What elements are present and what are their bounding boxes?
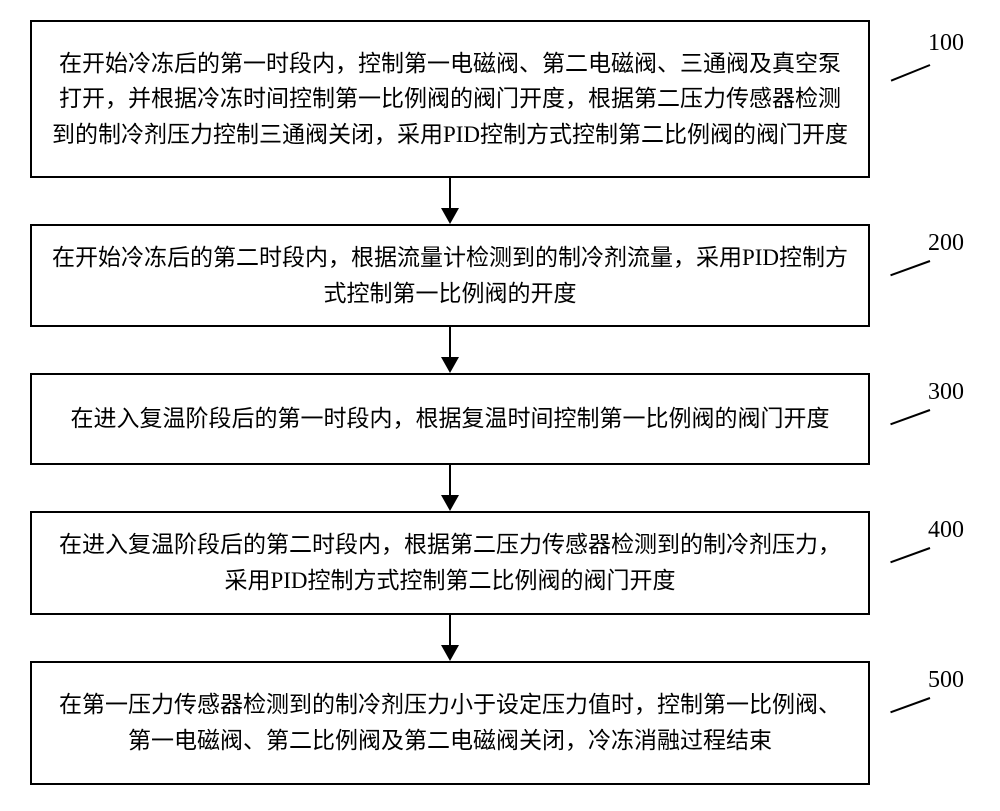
flow-arrow <box>30 178 870 224</box>
flow-node-text: 在进入复温阶段后的第一时段内，根据复温时间控制第一比例阀的阀门开度 <box>71 401 830 437</box>
arrow-icon <box>441 327 459 373</box>
flow-node-text: 在开始冷冻后的第二时段内，根据流量计检测到的制冷剂流量，采用PID控制方式控制第… <box>50 240 850 311</box>
arrow-icon <box>441 615 459 661</box>
flow-arrow <box>30 465 870 511</box>
flow-node-text: 在第一压力传感器检测到的制冷剂压力小于设定压力值时，控制第一比例阀、第一电磁阀、… <box>50 687 850 758</box>
flow-node-label-100: 100 <box>928 30 964 57</box>
flow-node-text: 在进入复温阶段后的第二时段内，根据第二压力传感器检测到的制冷剂压力，采用PID控… <box>50 527 850 598</box>
flow-node-400: 在进入复温阶段后的第二时段内，根据第二压力传感器检测到的制冷剂压力，采用PID控… <box>30 511 870 614</box>
flow-arrow <box>30 615 870 661</box>
label-connector-line <box>890 409 930 425</box>
flow-node-row: 在开始冷冻后的第二时段内，根据流量计检测到的制冷剂流量，采用PID控制方式控制第… <box>30 224 970 327</box>
flow-arrow <box>30 327 870 373</box>
label-connector-line <box>891 64 931 82</box>
flow-node-300: 在进入复温阶段后的第一时段内，根据复温时间控制第一比例阀的阀门开度 <box>30 373 870 465</box>
flow-node-label-text: 200 <box>928 230 964 256</box>
flow-node-label-400: 400 <box>928 517 964 544</box>
arrow-icon <box>441 465 459 511</box>
flow-node-row: 在进入复温阶段后的第一时段内，根据复温时间控制第一比例阀的阀门开度 300 <box>30 373 970 465</box>
flow-node-row: 在开始冷冻后的第一时段内，控制第一电磁阀、第二电磁阀、三通阀及真空泵打开，并根据… <box>30 20 970 178</box>
flow-node-label-200: 200 <box>928 230 964 257</box>
arrow-icon <box>441 178 459 224</box>
flow-node-label-text: 100 <box>928 30 964 56</box>
flow-node-label-text: 500 <box>928 667 964 693</box>
flow-node-text: 在开始冷冻后的第一时段内，控制第一电磁阀、第二电磁阀、三通阀及真空泵打开，并根据… <box>50 46 850 153</box>
flowchart-container: 在开始冷冻后的第一时段内，控制第一电磁阀、第二电磁阀、三通阀及真空泵打开，并根据… <box>30 20 970 785</box>
label-connector-line <box>890 547 930 563</box>
flow-node-label-300: 300 <box>928 379 964 406</box>
flow-node-500: 在第一压力传感器检测到的制冷剂压力小于设定压力值时，控制第一比例阀、第一电磁阀、… <box>30 661 870 785</box>
flow-node-row: 在进入复温阶段后的第二时段内，根据第二压力传感器检测到的制冷剂压力，采用PID控… <box>30 511 970 614</box>
flow-node-row: 在第一压力传感器检测到的制冷剂压力小于设定压力值时，控制第一比例阀、第一电磁阀、… <box>30 661 970 785</box>
flow-node-label-text: 300 <box>928 379 964 405</box>
flow-node-100: 在开始冷冻后的第一时段内，控制第一电磁阀、第二电磁阀、三通阀及真空泵打开，并根据… <box>30 20 870 178</box>
flow-node-label-500: 500 <box>928 667 964 694</box>
label-connector-line <box>890 697 930 713</box>
flow-node-label-text: 400 <box>928 517 964 543</box>
label-connector-line <box>890 260 930 276</box>
flow-node-200: 在开始冷冻后的第二时段内，根据流量计检测到的制冷剂流量，采用PID控制方式控制第… <box>30 224 870 327</box>
